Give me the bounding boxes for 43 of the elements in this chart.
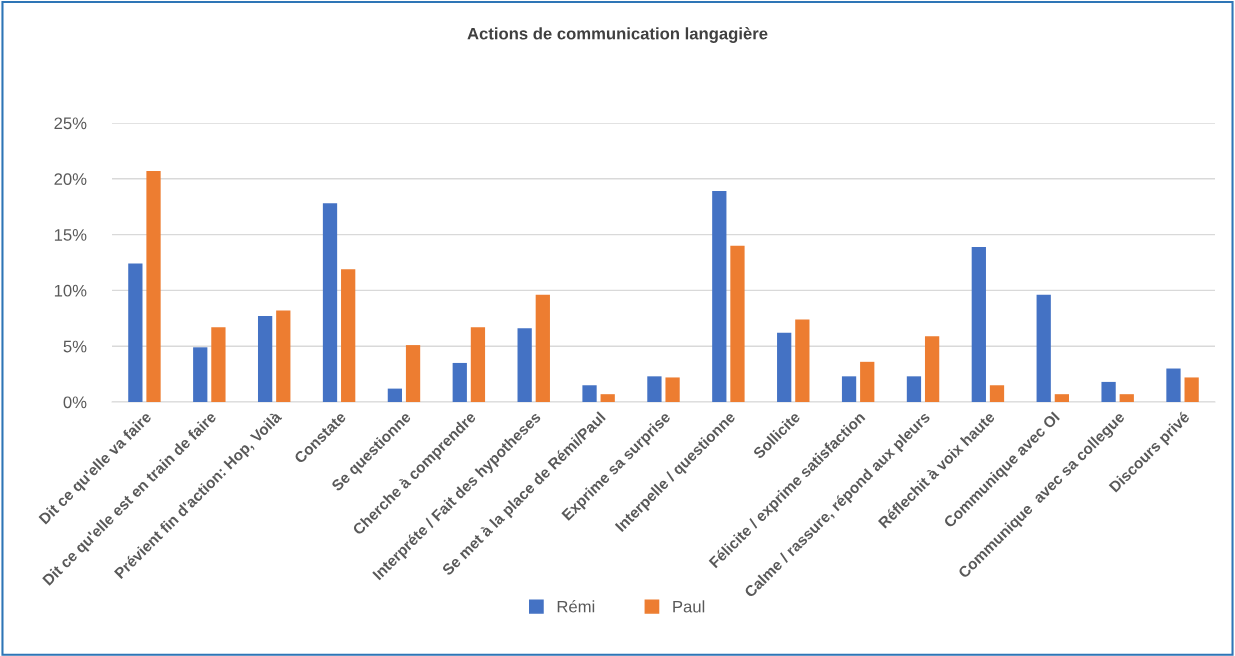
bar — [1101, 381, 1116, 402]
bar — [582, 385, 597, 402]
bar — [730, 245, 745, 402]
chart-title: Actions de communication langagière — [467, 27, 768, 43]
bar — [777, 332, 792, 402]
bar — [906, 376, 922, 402]
y-tick-label: 10% — [54, 284, 87, 297]
bar — [452, 362, 467, 402]
bar — [128, 263, 143, 402]
bar — [712, 191, 727, 402]
legend-label: Rémi — [557, 600, 595, 613]
bar — [322, 203, 338, 402]
y-tick-label: 25% — [54, 117, 87, 130]
bar — [470, 327, 486, 402]
bar — [211, 327, 226, 402]
bar — [405, 345, 421, 402]
bar — [535, 294, 550, 402]
bar — [387, 388, 403, 402]
bar — [647, 376, 662, 402]
bar — [1166, 368, 1181, 402]
y-tick-label: 20% — [54, 173, 87, 185]
bar — [989, 385, 1005, 402]
bar — [860, 361, 875, 402]
y-tick-label: 5% — [63, 340, 87, 353]
bar — [257, 316, 273, 402]
bar — [1054, 394, 1070, 402]
bar — [1036, 294, 1051, 402]
bar — [841, 376, 857, 402]
bar — [600, 394, 615, 402]
y-tick-label: 15% — [54, 229, 87, 241]
bar — [517, 328, 532, 402]
bar — [1184, 377, 1199, 402]
bar — [665, 377, 680, 402]
bar — [795, 319, 810, 402]
bar — [146, 170, 161, 402]
y-tick-label: 0% — [63, 396, 87, 409]
bar — [276, 310, 291, 402]
bar — [1119, 394, 1134, 402]
legend-label: Paul — [673, 600, 705, 613]
bar — [971, 246, 986, 402]
bar — [193, 347, 208, 402]
bar — [924, 336, 940, 402]
bar — [341, 269, 356, 402]
